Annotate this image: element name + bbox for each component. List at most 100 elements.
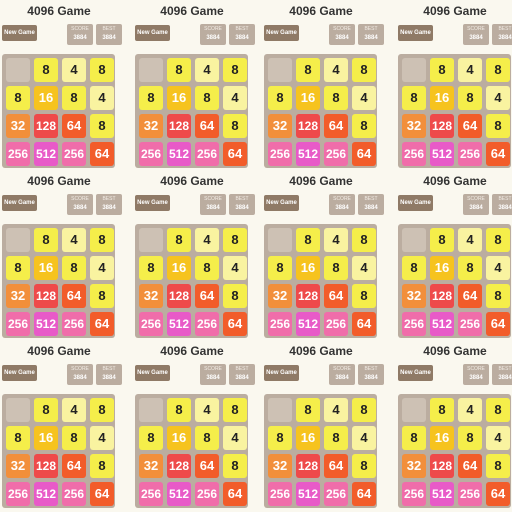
new-game-button[interactable]: New Game	[398, 25, 433, 41]
new-game-button[interactable]: New Game	[135, 365, 170, 381]
tile: 128	[167, 114, 191, 138]
tile: 256	[402, 142, 426, 166]
game-board: 8 4 8 8 16 8 4 32 128 64 8 256 512 256 64	[135, 54, 248, 168]
new-game-button[interactable]: New Game	[264, 365, 299, 381]
tile: 128	[34, 284, 58, 308]
tile: 4	[195, 398, 219, 422]
tile: 64	[62, 114, 86, 138]
score-box: SCORE 3884	[200, 194, 226, 215]
tile: 16	[430, 86, 454, 110]
best-value: 3884	[498, 205, 512, 211]
best-label: BEST	[498, 26, 512, 32]
new-game-button[interactable]: New Game	[264, 195, 299, 211]
tile: 32	[6, 284, 30, 308]
empty-cell	[139, 228, 163, 252]
tile: 8	[167, 58, 191, 82]
tile: 512	[430, 312, 454, 336]
tile: 512	[167, 142, 191, 166]
best-label: BEST	[364, 366, 378, 372]
best-box: BEST 3884	[358, 24, 384, 45]
game-title: 4096 Game	[423, 4, 487, 18]
score-box: SCORE 3884	[67, 24, 93, 45]
tile: 256	[139, 142, 163, 166]
new-game-button[interactable]: New Game	[2, 25, 37, 41]
tile: 256	[402, 482, 426, 506]
best-label: BEST	[498, 366, 512, 372]
best-value: 3884	[235, 205, 249, 211]
score-label: SCORE	[71, 366, 89, 372]
tile: 512	[34, 482, 58, 506]
score-box: SCORE 3884	[329, 24, 355, 45]
tile: 512	[296, 312, 320, 336]
tile: 256	[139, 482, 163, 506]
tile: 64	[458, 454, 482, 478]
tile: 8	[402, 86, 426, 110]
tile: 64	[486, 482, 510, 506]
new-game-button[interactable]: New Game	[2, 365, 37, 381]
tile: 256	[195, 142, 219, 166]
tile: 4	[486, 256, 510, 280]
tile: 32	[139, 114, 163, 138]
tile: 8	[458, 256, 482, 280]
tile: 64	[458, 284, 482, 308]
tile: 8	[430, 228, 454, 252]
score-label: SCORE	[71, 196, 89, 202]
game-title: 4096 Game	[423, 174, 487, 188]
score-label: SCORE	[467, 366, 485, 372]
tile: 16	[430, 256, 454, 280]
game-panel: 4096 Game New Game SCORE 3884 BEST 3884 …	[0, 0, 128, 170]
game-panel: 4096 Game New Game SCORE 3884 BEST 3884 …	[262, 340, 390, 510]
new-game-button[interactable]: New Game	[398, 365, 433, 381]
tile: 4	[458, 228, 482, 252]
score-box: SCORE 3884	[67, 194, 93, 215]
game-title: 4096 Game	[27, 4, 91, 18]
tile: 128	[430, 114, 454, 138]
new-game-button[interactable]: New Game	[398, 195, 433, 211]
score-label: SCORE	[467, 26, 485, 32]
tile: 256	[268, 142, 292, 166]
best-box: BEST 3884	[229, 364, 255, 385]
tile: 8	[223, 284, 247, 308]
empty-cell	[268, 398, 292, 422]
tile: 256	[139, 312, 163, 336]
tile: 8	[139, 256, 163, 280]
tile: 8	[324, 86, 348, 110]
tile: 4	[90, 426, 114, 450]
tile: 8	[324, 256, 348, 280]
tile: 8	[268, 426, 292, 450]
game-board: 8 4 8 8 16 8 4 32 128 64 8 256 512 256 64	[398, 394, 511, 508]
tile: 8	[223, 58, 247, 82]
game-panel: 4096 Game New Game SCORE 3884 BEST 3884 …	[133, 340, 261, 510]
tile: 256	[195, 482, 219, 506]
tile: 64	[62, 284, 86, 308]
game-panel: 4096 Game New Game SCORE 3884 BEST 3884 …	[396, 170, 512, 340]
best-box: BEST 3884	[492, 24, 512, 45]
tile: 16	[167, 256, 191, 280]
best-value: 3884	[102, 205, 116, 211]
game-title: 4096 Game	[27, 344, 91, 358]
tile: 8	[402, 256, 426, 280]
empty-cell	[402, 228, 426, 252]
tile: 64	[324, 454, 348, 478]
game-panel: 4096 Game New Game SCORE 3884 BEST 3884 …	[133, 170, 261, 340]
score-value: 3884	[469, 35, 483, 41]
tile: 8	[90, 284, 114, 308]
tile: 8	[34, 398, 58, 422]
new-game-button[interactable]: New Game	[135, 195, 170, 211]
tile: 32	[402, 454, 426, 478]
best-value: 3884	[364, 35, 378, 41]
new-game-button[interactable]: New Game	[2, 195, 37, 211]
tile: 4	[62, 228, 86, 252]
game-board: 8 4 8 8 16 8 4 32 128 64 8 256 512 256 64	[2, 54, 115, 168]
best-value: 3884	[498, 35, 512, 41]
game-panel: 4096 Game New Game SCORE 3884 BEST 3884 …	[0, 340, 128, 510]
new-game-button[interactable]: New Game	[264, 25, 299, 41]
score-value: 3884	[206, 205, 220, 211]
tile: 8	[486, 58, 510, 82]
game-title: 4096 Game	[289, 344, 353, 358]
tile: 8	[139, 86, 163, 110]
tile: 8	[223, 454, 247, 478]
tile: 256	[458, 142, 482, 166]
tile: 8	[90, 58, 114, 82]
new-game-button[interactable]: New Game	[135, 25, 170, 41]
